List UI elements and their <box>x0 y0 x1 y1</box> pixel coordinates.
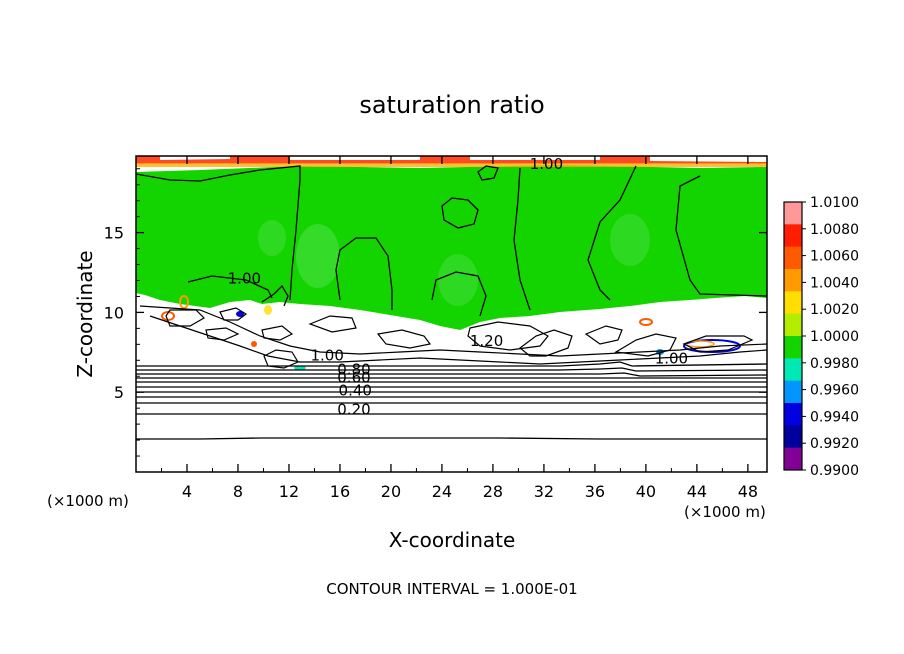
colorbar-label: 1.0040 <box>810 275 859 291</box>
colorbar-label: 1.0080 <box>810 222 859 238</box>
x-axis-label: X-coordinate <box>389 528 516 552</box>
colorbar-label: 0.9980 <box>810 356 859 372</box>
contour-label: 0.20 <box>337 401 370 419</box>
colorbar-swatch <box>784 425 802 449</box>
contour-label: 1.00 <box>311 346 344 364</box>
colorbar-swatch <box>784 313 802 337</box>
x-tick-label: 24 <box>432 482 452 501</box>
x-tick-label: 20 <box>381 482 401 501</box>
colorbar-label: 1.0020 <box>810 302 859 318</box>
colorbar-label: 0.9960 <box>810 383 859 399</box>
light-green-patch <box>438 254 478 306</box>
x-units-right: (×1000 m) <box>684 503 766 521</box>
colorbar-swatch <box>784 202 802 225</box>
x-tick-label: 8 <box>233 482 243 501</box>
colorbar-label: 0.9920 <box>810 436 859 452</box>
colorbar-swatch <box>784 269 802 292</box>
contour-label: 0.40 <box>339 381 372 399</box>
x-tick-label: 16 <box>330 482 350 501</box>
top-orange-band <box>136 163 767 167</box>
chart-title: saturation ratio <box>359 91 544 119</box>
colorbar-label: 0.9940 <box>810 409 859 425</box>
plot-frame <box>135 155 768 473</box>
y-tick-label: 10 <box>104 303 124 322</box>
x-tick-label: 48 <box>738 482 758 501</box>
y-tick-label: 15 <box>104 224 124 243</box>
top-white-gaps <box>160 156 767 162</box>
contour-lines-upper <box>136 165 767 317</box>
contour-lines-lower <box>139 305 767 369</box>
x-tick-label: 40 <box>636 482 656 501</box>
top-red-band <box>136 156 767 164</box>
colorbar-swatch <box>784 336 802 359</box>
contour-label: 1.20 <box>470 332 503 350</box>
colorbar-label: 0.9900 <box>810 463 859 479</box>
light-green-patch <box>610 214 650 266</box>
colorbar-swatch <box>784 224 802 248</box>
contour-interval-footer: CONTOUR INTERVAL = 1.000E-01 <box>326 580 577 598</box>
y-axis-label: Z-coordinate <box>73 250 97 377</box>
contour-label: 1.00 <box>530 155 563 173</box>
contour-lines-stratified <box>136 361 767 440</box>
x-tick-label: 4 <box>182 482 192 501</box>
y-tick-label: 5 <box>114 383 124 402</box>
colorbar-swatch <box>784 358 802 382</box>
colorbar-swatch <box>784 403 802 426</box>
colorbar-label: 1.0060 <box>810 249 859 265</box>
contour-label: 1.00 <box>655 349 688 367</box>
y-axis: 5 10 15 <box>104 168 767 457</box>
light-green-patch <box>296 224 340 288</box>
supersaturated-green-region <box>136 165 767 330</box>
contour-label: 1.00 <box>228 270 261 288</box>
colorbar-swatch <box>784 380 802 404</box>
colorbar-label: 1.0100 <box>810 195 859 211</box>
light-green-patch <box>258 220 286 256</box>
x-tick-label: 44 <box>687 482 707 501</box>
colorbar-swatch <box>784 291 802 315</box>
colorbar: 1.0100 1.0080 1.0060 1.0040 1.0020 1.0000 0.99… <box>783 195 859 479</box>
x-tick-label: 36 <box>585 482 605 501</box>
x-tick-label: 28 <box>483 482 503 501</box>
colorbar-swatch <box>784 447 802 471</box>
x-tick-label: 12 <box>279 482 299 501</box>
contour-labels: 1.001.001.201.00 1.000.800.600.400.20 <box>228 155 688 419</box>
contour-label: 0.60 <box>337 369 370 387</box>
colorbar-swatch <box>784 246 802 270</box>
x-tick-label: 32 <box>534 482 554 501</box>
colorbar-label: 1.0000 <box>810 329 859 345</box>
contour-label: 0.80 <box>337 361 370 379</box>
plot-area: 1.001.001.201.00 1.000.800.600.400.20 <box>136 155 767 472</box>
x-units-left: (×1000 m) <box>47 492 129 510</box>
x-axis: 4 8 12 16 20 24 28 32 36 40 44 48 <box>160 156 758 501</box>
